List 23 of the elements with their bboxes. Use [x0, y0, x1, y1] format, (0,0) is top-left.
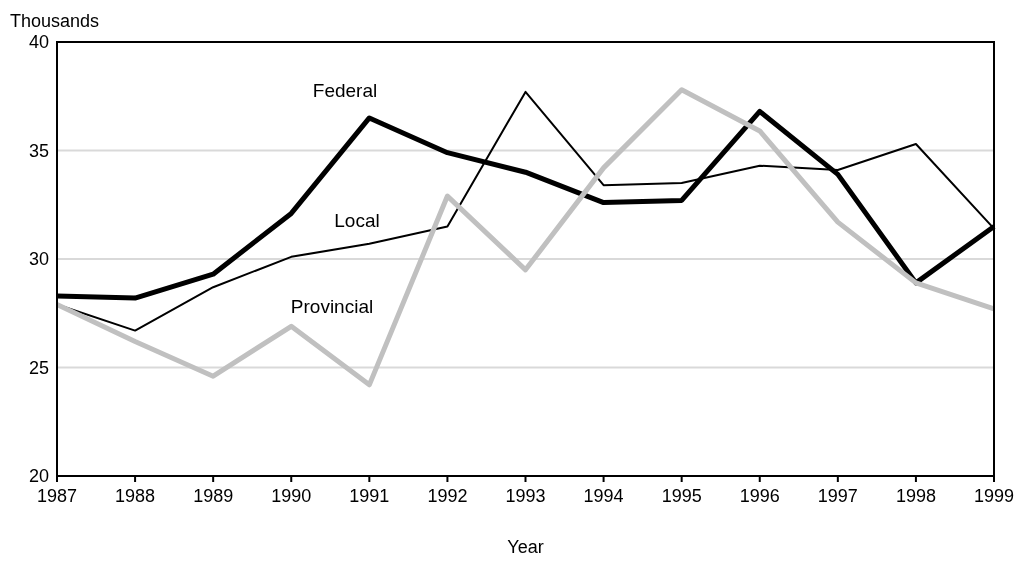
x-tick-label: 1996: [739, 486, 780, 506]
x-axis-title: Year: [507, 537, 544, 557]
x-tick-label: 1988: [115, 486, 156, 506]
series-label: Provincial: [290, 296, 374, 317]
x-tick-label: 1990: [271, 486, 312, 506]
x-tick-label: 1997: [817, 486, 858, 506]
y-tick-label: 30: [28, 249, 49, 269]
x-tick-label: 1992: [427, 486, 468, 506]
x-tick-label: 1989: [193, 486, 234, 506]
x-tick-label: 1991: [349, 486, 390, 506]
series-label: Federal: [312, 80, 378, 101]
x-tick-label: 1994: [583, 486, 624, 506]
x-tick-label: 1993: [505, 486, 546, 506]
series-label: Local: [334, 210, 380, 231]
y-tick-label: 40: [28, 32, 49, 52]
y-tick-label: 35: [28, 140, 49, 161]
y-tick-label: 25: [28, 357, 49, 378]
y-axis-title: Thousands: [10, 11, 100, 31]
x-tick-label: 1999: [973, 486, 1015, 506]
x-tick-label: 1998: [895, 486, 936, 506]
x-tick-label: 1987: [36, 486, 78, 506]
y-tick-label: 20: [28, 466, 49, 486]
x-tick-label: 1995: [661, 486, 702, 506]
